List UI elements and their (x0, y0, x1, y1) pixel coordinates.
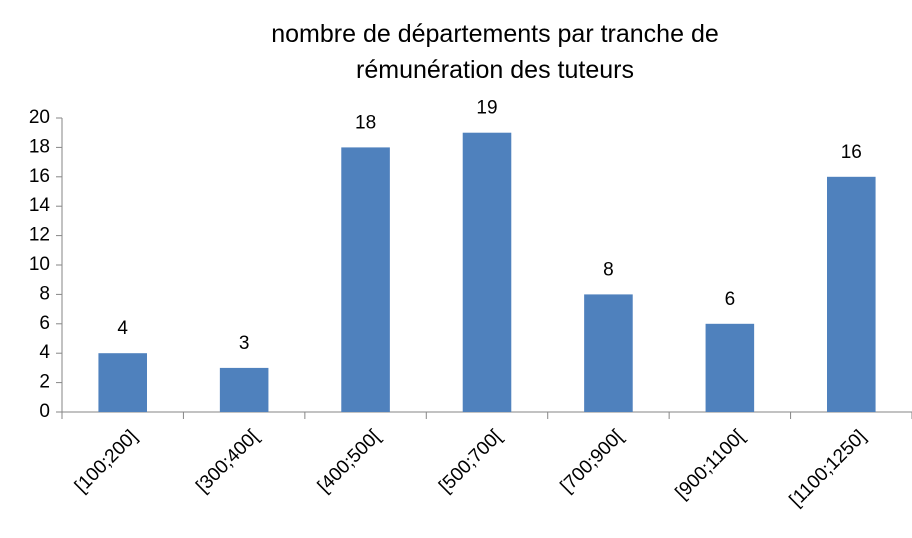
bar (462, 132, 512, 412)
y-tick-label: 14 (29, 195, 51, 216)
x-tick-label: [500;700[ (435, 426, 506, 497)
y-tick-label: 16 (29, 166, 50, 187)
data-label: 19 (476, 98, 497, 119)
data-label: 18 (355, 112, 376, 133)
data-label: 6 (725, 289, 736, 310)
y-tick-label: 12 (29, 225, 50, 246)
data-label: 16 (841, 142, 862, 163)
x-tick-label: [400;500[ (314, 426, 385, 497)
y-tick-label: 0 (39, 401, 50, 422)
x-tick-label: [900;1100[ (672, 426, 750, 504)
bar (98, 353, 147, 412)
chart-title: nombre de départements par tranche de ré… (271, 20, 719, 84)
data-label: 3 (239, 333, 250, 354)
data-label: 8 (603, 259, 614, 280)
x-tick-label: [700;900[ (557, 426, 628, 497)
x-tick-label: [1100;1250] (786, 426, 871, 511)
y-tick-label: 6 (39, 313, 50, 334)
bar (584, 294, 633, 412)
bar (827, 176, 876, 412)
bar (219, 367, 269, 412)
y-tick-label: 18 (29, 136, 50, 157)
bar (705, 323, 755, 412)
data-label: 4 (117, 318, 128, 339)
x-tick-label: [300;400[ (192, 426, 263, 497)
y-tick-label: 10 (29, 254, 50, 275)
bar (341, 147, 390, 412)
x-tick-label: [100;200] (71, 426, 142, 497)
y-tick-label: 2 (39, 372, 50, 393)
y-tick-label: 8 (39, 283, 50, 304)
y-tick-label: 20 (29, 107, 50, 128)
y-tick-label: 4 (39, 342, 50, 363)
